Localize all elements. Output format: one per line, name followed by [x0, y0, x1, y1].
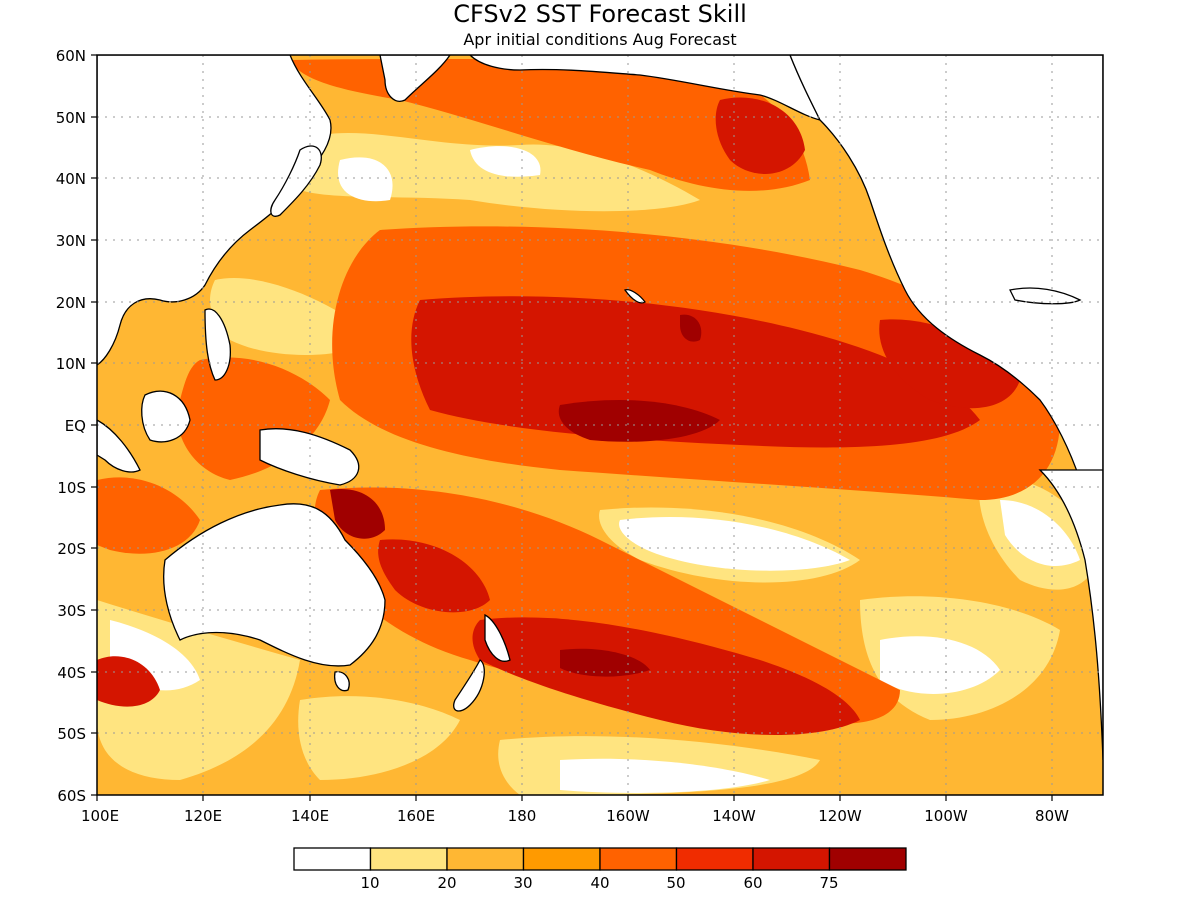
landmass-australia — [163, 503, 386, 667]
legend-swatch-3 — [522, 847, 601, 871]
landmass-hawaii — [623, 289, 646, 304]
lon-label-100w: 100W — [924, 807, 968, 825]
skill-zone-high-center — [680, 314, 702, 342]
lat-label-40s: 40S — [57, 664, 86, 682]
lat-label-10n: 10N — [56, 355, 86, 373]
lon-label-140w: 140W — [712, 807, 756, 825]
legend-swatch-4 — [599, 847, 678, 871]
lat-label-10s: 10S — [57, 479, 86, 497]
legend-swatch-7 — [828, 847, 907, 871]
skill-zone-low-nw-core — [338, 157, 393, 202]
lon-label-100e: 100E — [81, 807, 119, 825]
lat-label-50s: 50S — [57, 725, 86, 743]
lon-label-160w: 160W — [606, 807, 650, 825]
skill-zone-low-east-core — [1000, 500, 1080, 566]
legend-label-20: 20 — [437, 874, 456, 892]
lon-label-80w: 80W — [1035, 807, 1069, 825]
lat-label-20n: 20N — [56, 294, 86, 312]
skill-zone-high-sw — [472, 617, 860, 735]
landmass-japan — [270, 145, 322, 217]
legend-labels: 10 20 30 40 50 60 75 — [360, 874, 838, 892]
skill-zone-high-equator — [558, 400, 720, 442]
land-masses — [97, 55, 1103, 761]
lat-axis: 60N 50N 40N 30N 20N 10N EQ 10S 20S 30S 4… — [56, 47, 97, 805]
legend-swatch-5 — [675, 847, 754, 871]
lat-label-50n: 50N — [56, 109, 86, 127]
landmass-south-america — [1038, 469, 1103, 761]
lon-label-160e: 160E — [397, 807, 435, 825]
landmass-borneo — [141, 390, 191, 443]
legend-swatch-2 — [446, 847, 525, 871]
skill-zone-low-se-core — [880, 636, 1000, 694]
skill-zone-high-tropical — [411, 296, 980, 448]
lat-label-60s: 60S — [57, 787, 86, 805]
landmass-new-guinea — [259, 428, 360, 486]
lon-label-180: 180 — [508, 807, 537, 825]
skill-zone-mid-north — [290, 58, 810, 191]
map-subtitle: Apr initial conditions Aug Forecast — [463, 30, 736, 49]
skill-zone-high-coral — [330, 489, 385, 539]
skill-zone-low-sepac-core — [619, 516, 850, 571]
legend-label-75: 75 — [819, 874, 838, 892]
skill-field-high — [97, 97, 1020, 735]
skill-zone-low-far-south-core — [560, 758, 770, 793]
legend-swatch-0 — [293, 847, 372, 871]
landmass-tasmania — [334, 671, 350, 692]
lat-label-30n: 30N — [56, 232, 86, 250]
landmass-kamchatka — [379, 55, 451, 102]
lon-label-120e: 120E — [184, 807, 222, 825]
landmass-asia — [97, 55, 332, 366]
legend-label-50: 50 — [666, 874, 685, 892]
landmass-new-zealand-south — [453, 659, 485, 712]
lat-label-eq: EQ — [65, 417, 86, 435]
lon-label-120w: 120W — [818, 807, 862, 825]
legend-swatch-6 — [752, 847, 831, 871]
skill-zone-high-sw-core — [560, 648, 650, 677]
landmass-sumatra — [97, 419, 141, 473]
legend-swatches — [293, 847, 907, 871]
skill-zone-low-nw-core-2 — [470, 146, 541, 177]
lat-label-20s: 20S — [57, 540, 86, 558]
map-title: CFSv2 SST Forecast Skill — [453, 0, 747, 28]
lon-label-140e: 140E — [291, 807, 329, 825]
legend-label-30: 30 — [513, 874, 532, 892]
map-plot-area — [97, 55, 1103, 795]
lat-label-30s: 30S — [57, 602, 86, 620]
landmass-new-zealand-north — [484, 613, 511, 662]
legend-swatch-1 — [369, 847, 448, 871]
lat-label-40n: 40N — [56, 170, 86, 188]
lon-axis: 100E 120E 140E 160E 180 160W 140W 120W 1… — [81, 795, 1069, 825]
gridlines — [97, 55, 1103, 795]
skill-zone-high-ecpac — [879, 319, 1020, 409]
skill-zone-mid-indian — [97, 477, 200, 554]
landmass-greater-antilles — [1009, 287, 1082, 305]
legend-label-10: 10 — [360, 874, 379, 892]
landmass-philippines — [204, 308, 231, 381]
lat-label-60n: 60N — [56, 47, 86, 65]
color-legend: 10 20 30 40 50 60 75 — [293, 847, 907, 892]
skill-zone-high-tasman — [378, 539, 490, 613]
legend-label-40: 40 — [590, 874, 609, 892]
legend-label-60: 60 — [743, 874, 762, 892]
skill-zone-low-sw-ocean — [298, 696, 460, 780]
skill-zone-high-india-south — [97, 656, 160, 707]
